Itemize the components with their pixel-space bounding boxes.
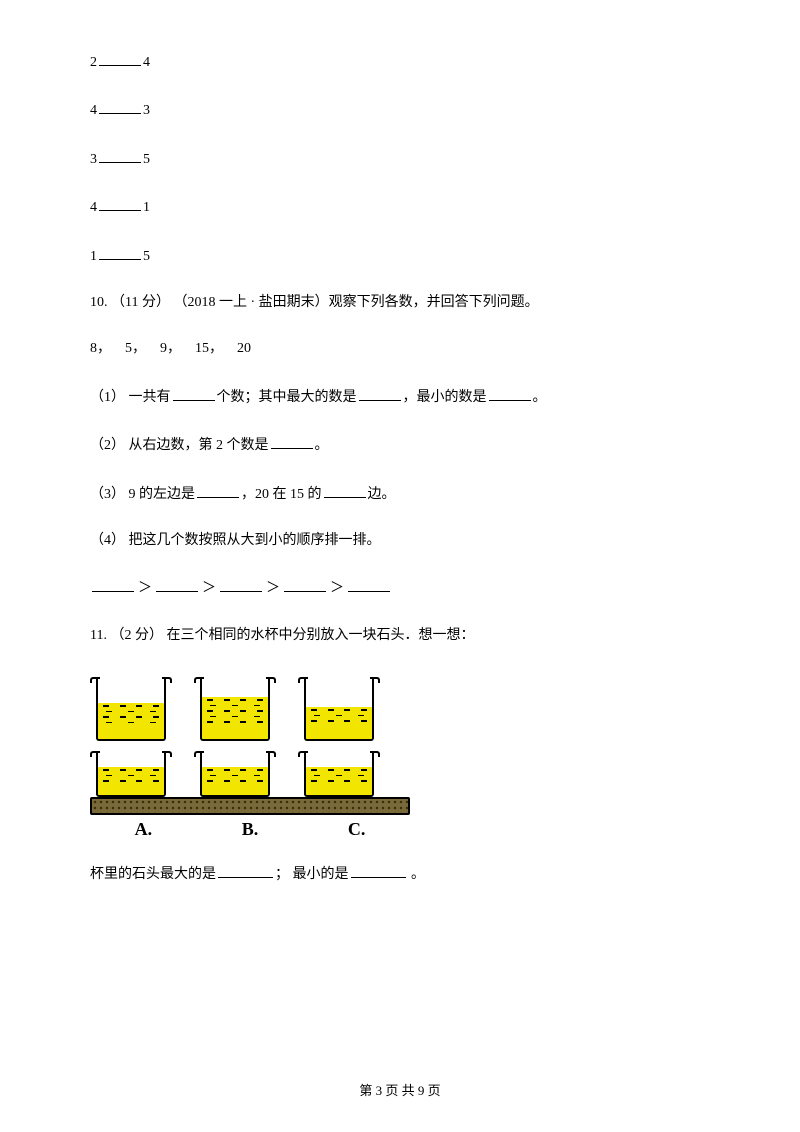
blank[interactable] xyxy=(92,576,134,592)
comparison-row: 35 xyxy=(90,147,710,171)
blank[interactable] xyxy=(220,576,262,592)
comparison-block: 24 43 35 41 15 xyxy=(90,50,710,268)
blank[interactable] xyxy=(348,576,390,592)
beaker-top-a xyxy=(90,671,172,741)
beaker-top-row xyxy=(90,671,710,741)
page-footer: 第 3 页 共 9 页 xyxy=(0,1081,800,1102)
blank[interactable] xyxy=(359,385,401,401)
tray xyxy=(90,797,410,815)
q10-p1-text: ，最小的数是 xyxy=(403,390,487,405)
beaker-top-b xyxy=(194,671,276,741)
comparison-right: 5 xyxy=(143,152,150,167)
beaker-bottom-row xyxy=(90,745,710,797)
blank[interactable] xyxy=(99,195,141,211)
q10-p3-text: （3） 9 的左边是 xyxy=(90,487,195,502)
beaker-bottom-c xyxy=(298,745,380,797)
blank[interactable] xyxy=(99,147,141,163)
comparison-row: 41 xyxy=(90,195,710,219)
blank[interactable] xyxy=(218,862,273,878)
label-c: C. xyxy=(303,815,410,844)
gt-symbol: ＞ xyxy=(138,581,152,596)
blank[interactable] xyxy=(284,576,326,592)
blank[interactable] xyxy=(197,482,239,498)
blank[interactable] xyxy=(489,385,531,401)
blank[interactable] xyxy=(351,862,406,878)
gt-symbol: ＞ xyxy=(202,581,216,596)
beaker-labels: A. B. C. xyxy=(90,815,410,844)
q10-p3-text: ，20 在 15 的 xyxy=(241,487,322,502)
q10-part4: （4） 把这几个数按照从大到小的顺序排一排。 xyxy=(90,530,710,552)
blank[interactable] xyxy=(271,433,313,449)
label-a: A. xyxy=(90,815,197,844)
comparison-row: 24 xyxy=(90,50,710,74)
q11-answer-text: 杯里的石头最大的是 xyxy=(90,867,216,882)
beaker-bottom-a xyxy=(90,745,172,797)
comparison-right: 1 xyxy=(143,200,150,215)
comparison-row: 15 xyxy=(90,244,710,268)
beaker-top-c xyxy=(298,671,380,741)
comparison-right: 5 xyxy=(143,249,150,264)
q11-answer: 杯里的石头最大的是 ； 最小的是 。 xyxy=(90,862,710,886)
q10-p1-text: 。 xyxy=(533,390,547,405)
q10-part3: （3） 9 的左边是 ，20 在 15 的 边。 xyxy=(90,482,710,506)
blank[interactable] xyxy=(99,50,141,66)
blank[interactable] xyxy=(99,98,141,114)
blank[interactable] xyxy=(99,244,141,260)
beaker-diagram: A. B. C. xyxy=(90,671,710,844)
q11-answer-text: ； 最小的是 xyxy=(275,867,349,882)
q10-p2-text: 。 xyxy=(315,438,329,453)
label-b: B. xyxy=(197,815,304,844)
comparison-row: 43 xyxy=(90,98,710,122)
q11-prefix: 11. （2 分） 在三个相同的水杯中分别放入一块石头．想一想： xyxy=(90,625,710,647)
q10-p1-text: 个数；其中最大的数是 xyxy=(217,390,357,405)
blank[interactable] xyxy=(173,385,215,401)
comparison-right: 4 xyxy=(143,55,150,70)
q10-p3-text: 边。 xyxy=(368,487,396,502)
q10-p1-text: （1） 一共有 xyxy=(90,390,171,405)
blank[interactable] xyxy=(324,482,366,498)
q10-numbers: 8， 5， 9， 15， 20 xyxy=(90,338,710,360)
q10-ordering: ＞ ＞ ＞ ＞ xyxy=(90,576,710,600)
q10-p2-text: （2） 从右边数，第 2 个数是 xyxy=(90,438,269,453)
comparison-left: 1 xyxy=(90,249,97,264)
q11-answer-text: 。 xyxy=(408,867,426,882)
gt-symbol: ＞ xyxy=(330,581,344,596)
q10-prefix: 10. （11 分） （2018 一上 · 盐田期末）观察下列各数，并回答下列问… xyxy=(90,292,710,314)
gt-symbol: ＞ xyxy=(266,581,280,596)
comparison-right: 3 xyxy=(143,103,150,118)
comparison-left: 2 xyxy=(90,55,97,70)
q10-part2: （2） 从右边数，第 2 个数是 。 xyxy=(90,433,710,457)
comparison-left: 4 xyxy=(90,200,97,215)
beaker-bottom-b xyxy=(194,745,276,797)
comparison-left: 4 xyxy=(90,103,97,118)
q10-part1: （1） 一共有 个数；其中最大的数是 ，最小的数是 。 xyxy=(90,385,710,409)
comparison-left: 3 xyxy=(90,152,97,167)
blank[interactable] xyxy=(156,576,198,592)
